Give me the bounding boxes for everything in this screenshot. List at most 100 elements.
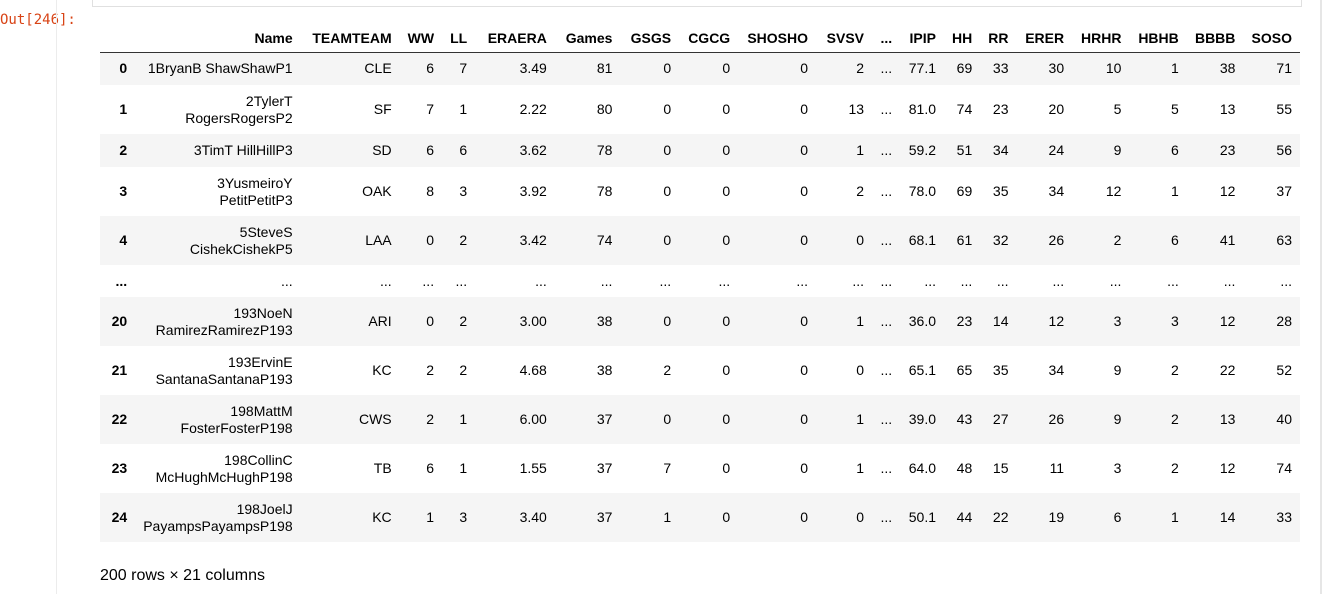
table-cell: 3 (1113, 460, 1122, 476)
table-row: 20 193NoeN RamirezRamirezP193 ARI 0 2 3.00 38 0… (100, 297, 1300, 346)
table-cell: 0 (663, 232, 672, 248)
table-cell: 7 (459, 60, 468, 77)
table-cell: 8 (426, 183, 435, 199)
table-cell: 2 (663, 362, 672, 378)
table-cell: 3.42 (519, 232, 547, 248)
table-cell: 1 (856, 411, 865, 427)
table-cell: 20 (1048, 101, 1065, 117)
table-cell: 2.22 (519, 101, 547, 117)
table-cell: 37 (596, 460, 613, 476)
table-cell: 81.0 (908, 101, 937, 117)
table-cell: 61 (956, 232, 973, 248)
table-row: 22 198MattM FosterFosterP198 CWS 2 1 6.00 37 0 0… (100, 395, 1300, 444)
table-row: 2 3TimT HillHillP3 SD 6 6 3.62 78 0 0 0 1... 59.2 51… (100, 134, 1300, 167)
table-cell: 69 (956, 183, 973, 199)
table-cell: 0 (800, 232, 809, 248)
table-cell: 22 (1219, 362, 1236, 378)
table-cell: 1.55 (519, 460, 547, 476)
table-cell: ... (659, 272, 672, 289)
table-cell: 19 (1048, 509, 1065, 525)
table-cell: 74 (956, 101, 973, 117)
name-cell: 198JoelJ PayampsPayampsP198 (143, 500, 293, 534)
table-cell: 50.1 (908, 509, 937, 525)
table-cell: 77.1 (908, 60, 937, 77)
table-cell: 68.1 (908, 232, 937, 248)
table-cell: ... (880, 509, 893, 525)
table-cell: 0 (722, 313, 731, 329)
table-cell: 9 (1113, 362, 1122, 378)
table-cell: ... (880, 183, 893, 199)
name-cell: 2TylerT RogersRogersP2 (185, 92, 293, 126)
table-cell: ARI (368, 313, 392, 329)
table-cell: ... (880, 411, 893, 427)
column-header: WW (399, 24, 443, 53)
column-header: BBBB (1186, 24, 1244, 53)
table-row: 23 198CollinC McHughMcHughP198 TB 6 1 1.55 37 7… (100, 444, 1300, 493)
dataframe-output[interactable]: Name TEAMTEAM WW LL ERAERA Games GSGS CGCG SHOSH… (100, 24, 1300, 548)
table-cell: ... (796, 272, 809, 289)
column-header: HH (944, 24, 981, 53)
table-cell: 0 (800, 509, 809, 525)
table-cell: 6 (1113, 509, 1122, 525)
table-cell: 37 (1276, 183, 1292, 199)
table-cell: LAA (365, 232, 392, 248)
column-header: RR (980, 24, 1017, 53)
table-cell: 65 (956, 362, 973, 378)
table-cell: 74 (1276, 460, 1292, 476)
name-cell: 198MattM FosterFosterP198 (180, 402, 293, 436)
table-cell: 14 (992, 313, 1009, 329)
name-cell: 5SteveS CishekCishekP5 (189, 223, 293, 257)
name-cell: 193NoeN RamirezRamirezP193 (155, 304, 293, 338)
table-cell: 6 (426, 142, 435, 158)
table-cell: KC (372, 362, 392, 378)
table-cell: 12 (1105, 183, 1122, 199)
table-cell: 27 (992, 411, 1009, 427)
table-cell: 0 (722, 411, 731, 427)
scrollbar-track[interactable] (1320, 0, 1322, 594)
table-cell: 28 (1276, 313, 1292, 329)
table-cell: 13 (848, 101, 865, 117)
table-cell: 65.1 (908, 362, 937, 378)
table-cell: 1 (856, 460, 865, 476)
table-cell: 24 (1048, 142, 1065, 158)
table-cell: 36.0 (908, 313, 937, 329)
table-cell: 12 (1048, 313, 1065, 329)
table-cell: TB (373, 460, 392, 476)
table-cell: SD (372, 142, 392, 158)
table-cell: 2 (1170, 411, 1179, 427)
name-cell: 3YusmeiroY PetitPetitP3 (217, 174, 293, 208)
table-cell: 81 (596, 60, 613, 77)
table-cell: 9 (1113, 411, 1122, 427)
table-cell: 3 (1170, 313, 1179, 329)
header-row: Name TEAMTEAM WW LL ERAERA Games GSGS CGCG SHOSH… (100, 24, 1300, 53)
table-cell: 34 (992, 142, 1009, 158)
table-cell: 41 (1219, 232, 1236, 248)
table-cell: 34 (1048, 362, 1065, 378)
table-cell: 38 (596, 313, 613, 329)
table-cell: 0 (722, 142, 731, 158)
table-cell: 23 (1219, 142, 1236, 158)
table-cell: 0 (800, 313, 809, 329)
table-cell: 3.92 (519, 183, 547, 199)
table-cell: 6 (1170, 232, 1179, 248)
table-cell: ... (1052, 272, 1065, 289)
table-cell: 15 (992, 460, 1009, 476)
row-index: 22 (111, 411, 128, 427)
table-cell: 5 (1113, 101, 1122, 117)
table-cell: ... (379, 272, 392, 289)
table-cell: 2 (856, 60, 865, 77)
dataframe-table: Name TEAMTEAM WW LL ERAERA Games GSGS CGCG SHOSH… (100, 24, 1300, 542)
table-cell: ... (880, 60, 893, 77)
row-index: 3 (119, 183, 128, 199)
table-cell: ... (880, 101, 893, 117)
table-cell: 2 (459, 362, 468, 378)
index-header (100, 24, 136, 53)
table-cell: 63 (1276, 232, 1292, 248)
table-cell: 0 (663, 183, 672, 199)
table-cell: 78 (596, 183, 613, 199)
table-cell: 6 (426, 60, 435, 77)
table-cell: 38 (1219, 60, 1236, 77)
table-cell: 0 (663, 411, 672, 427)
table-cell: 80 (596, 101, 613, 117)
table-cell: 35 (992, 183, 1009, 199)
